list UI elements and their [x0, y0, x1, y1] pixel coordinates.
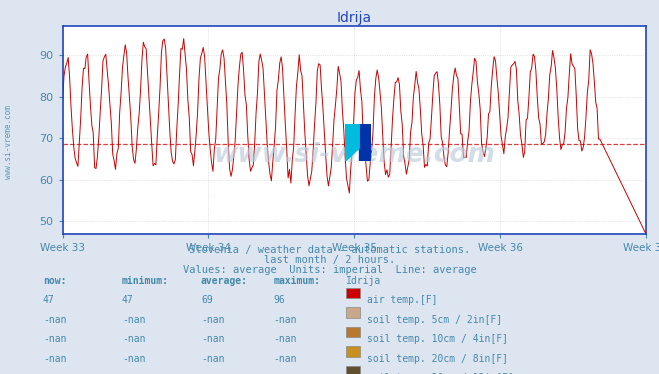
Text: maximum:: maximum:: [273, 276, 320, 286]
Text: -nan: -nan: [43, 373, 67, 374]
Text: www.si-vreme.com: www.si-vreme.com: [4, 105, 13, 179]
Text: -nan: -nan: [43, 354, 67, 364]
Text: -nan: -nan: [201, 334, 225, 344]
Text: 47: 47: [43, 295, 55, 306]
Text: www.si-vreme.com: www.si-vreme.com: [214, 142, 495, 168]
Text: Idrija: Idrija: [346, 276, 381, 286]
Text: soil temp. 20cm / 8in[F]: soil temp. 20cm / 8in[F]: [367, 354, 508, 364]
Text: -nan: -nan: [273, 354, 297, 364]
Text: 96: 96: [273, 295, 285, 306]
Title: Idrija: Idrija: [337, 11, 372, 25]
Text: Slovenia / weather data - automatic stations.: Slovenia / weather data - automatic stat…: [189, 245, 470, 255]
Text: soil temp. 30cm / 12in[F]: soil temp. 30cm / 12in[F]: [367, 373, 514, 374]
Text: -nan: -nan: [122, 334, 146, 344]
Text: -nan: -nan: [122, 315, 146, 325]
Text: 47: 47: [122, 295, 134, 306]
Text: now:: now:: [43, 276, 67, 286]
Text: average:: average:: [201, 276, 248, 286]
Text: -nan: -nan: [273, 315, 297, 325]
Text: -nan: -nan: [122, 354, 146, 364]
Text: Values: average  Units: imperial  Line: average: Values: average Units: imperial Line: av…: [183, 265, 476, 275]
Polygon shape: [345, 124, 359, 161]
Text: 69: 69: [201, 295, 213, 306]
Text: soil temp. 10cm / 4in[F]: soil temp. 10cm / 4in[F]: [367, 334, 508, 344]
Text: -nan: -nan: [43, 334, 67, 344]
Bar: [345, 124, 359, 148]
Text: minimum:: minimum:: [122, 276, 169, 286]
Text: -nan: -nan: [273, 334, 297, 344]
Text: -nan: -nan: [201, 373, 225, 374]
Text: air temp.[F]: air temp.[F]: [367, 295, 438, 306]
Text: -nan: -nan: [273, 373, 297, 374]
Text: -nan: -nan: [43, 315, 67, 325]
Polygon shape: [359, 124, 370, 161]
Text: -nan: -nan: [201, 315, 225, 325]
Text: last month / 2 hours.: last month / 2 hours.: [264, 255, 395, 265]
Text: -nan: -nan: [122, 373, 146, 374]
Text: soil temp. 5cm / 2in[F]: soil temp. 5cm / 2in[F]: [367, 315, 502, 325]
Text: -nan: -nan: [201, 354, 225, 364]
